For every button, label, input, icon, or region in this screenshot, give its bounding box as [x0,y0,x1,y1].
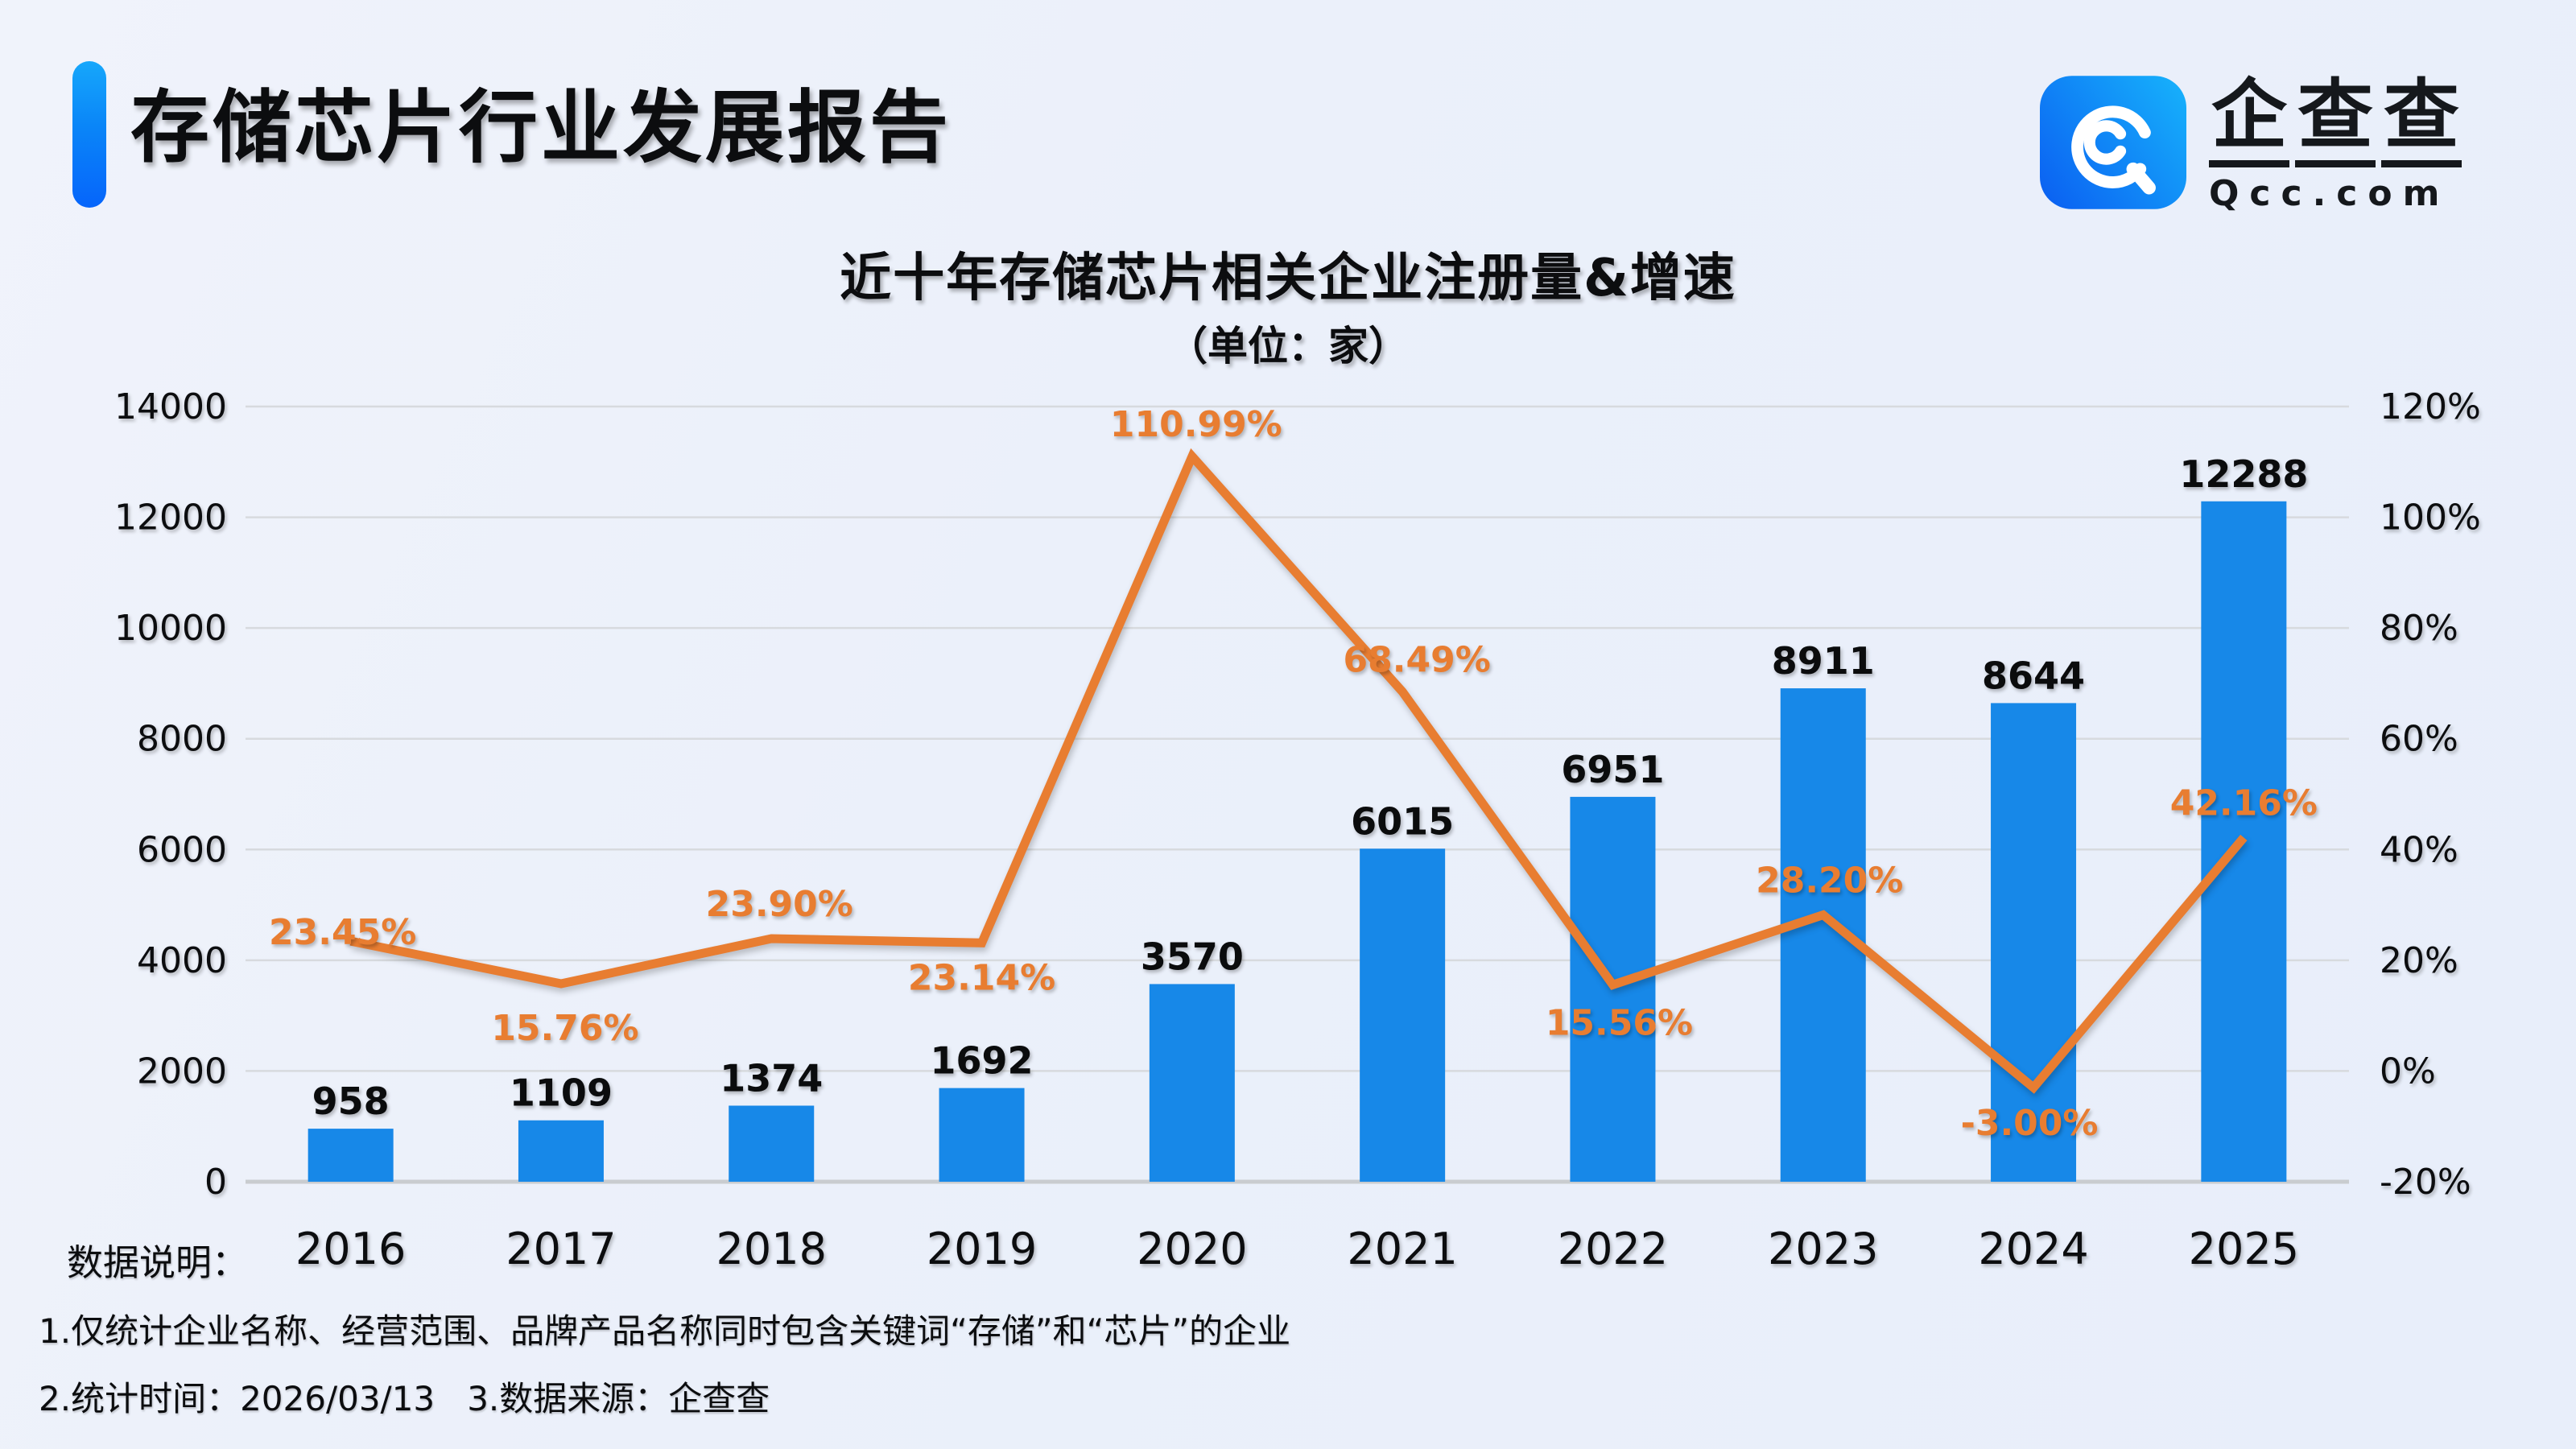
logo-name: 企查查 [2209,76,2467,167]
left-axis-tick-8000: 8000 [137,719,227,760]
left-axis-tick-4000: 4000 [137,940,227,981]
x-axis-label-2025: 2025 [2189,1224,2299,1274]
chart-title: 近十年存储芯片相关企业注册量&增速 [840,249,1736,308]
left-axis-tick-0: 0 [204,1162,227,1203]
growth-label-2019: 23.14% [908,957,1055,998]
logo-text: 企查查 Qcc.com [2209,76,2467,214]
x-axis-label-2022: 2022 [1558,1224,1668,1274]
logo-name-char: 查 [2295,76,2376,167]
bar-label-2023: 8911 [1772,639,1875,683]
growth-label-2017: 15.76% [491,1008,638,1049]
bar-2017 [518,1120,604,1182]
right-axis-tick-40%: 40% [2380,829,2458,870]
right-axis-tick-0%: 0% [2380,1051,2436,1092]
note-line-1: 1.仅统计企业名称、经营范围、品牌产品名称同时包含关键词“存储”和“芯片”的企业 [39,1311,1291,1351]
x-axis-label-2023: 2023 [1768,1224,1878,1274]
bar-2020 [1149,984,1235,1182]
chart-subtitle: （单位：家） [1167,323,1409,369]
x-axis-label-2017: 2017 [506,1224,616,1274]
right-axis-tick-80%: 80% [2380,608,2458,649]
x-axis-label-2016: 2016 [295,1224,406,1274]
logo-name-char: 企 [2209,76,2290,167]
growth-label-2021: 68.49% [1344,639,1491,680]
note-line-2: 2.统计时间：2026/03/13 3.数据来源：企查查 [39,1379,770,1418]
bar-2018 [729,1105,815,1182]
logo-name-char: 查 [2381,76,2462,167]
bar-label-2016: 958 [312,1080,390,1123]
right-axis-tick-60%: 60% [2380,719,2458,760]
growth-line [349,448,2248,1094]
x-axis-label-2024: 2024 [1978,1224,2088,1274]
left-axis-tick-14000: 14000 [114,386,227,427]
growth-label-2020: 110.99% [1110,404,1282,445]
notes-label: 数据说明： [67,1241,249,1284]
growth-label-2024: -3.00% [1961,1103,2099,1144]
bar-label-2024: 8644 [1982,654,2085,697]
logo-domain: Qcc.com [2209,172,2450,214]
x-axis-label-2018: 2018 [716,1224,827,1274]
bar-label-2018: 1374 [720,1056,823,1100]
bar-2019 [939,1088,1025,1182]
x-axis-label-2019: 2019 [927,1224,1037,1274]
bar-label-2019: 1692 [931,1039,1034,1083]
bar-label-2021: 6015 [1351,799,1454,843]
qcc-logo: 企查查 Qcc.com [2040,76,2467,214]
growth-label-2022: 15.56% [1546,1002,1693,1043]
right-axis-tick--20%: -20% [2380,1162,2471,1203]
left-axis-tick-10000: 10000 [114,608,227,649]
logo-tail [2126,162,2156,195]
logo-outer-spiral [2071,105,2151,188]
bar-label-2020: 3570 [1141,935,1244,978]
x-axis-label-2020: 2020 [1137,1224,1247,1274]
bar-label-2025: 12288 [2179,452,2308,496]
logo-icon-tile [2040,76,2186,209]
growth-label-2016: 23.45% [269,912,416,953]
left-axis-tick-6000: 6000 [137,829,227,870]
right-axis-tick-100%: 100% [2380,497,2481,539]
page-title: 存储芯片行业发展报告 [130,82,952,174]
logo-inner-c [2083,120,2127,165]
growth-label-2018: 23.90% [706,884,853,925]
x-axis-label-2021: 2021 [1347,1224,1457,1274]
right-axis-tick-20%: 20% [2380,940,2458,981]
growth-label-2025: 42.16% [2170,782,2318,824]
title-accent-bar [72,61,106,208]
right-axis-tick-120%: 120% [2380,386,2481,427]
bar-2021 [1360,848,1446,1182]
left-axis-tick-12000: 12000 [114,497,227,539]
bar-2024 [1991,703,2077,1182]
bar-label-2017: 1109 [510,1071,613,1115]
bar-2016 [308,1129,394,1182]
qcc-logo-icon [2040,76,2186,209]
growth-label-2023: 28.20% [1756,860,1903,901]
bar-label-2022: 6951 [1561,748,1664,791]
left-axis-tick-2000: 2000 [137,1051,227,1092]
